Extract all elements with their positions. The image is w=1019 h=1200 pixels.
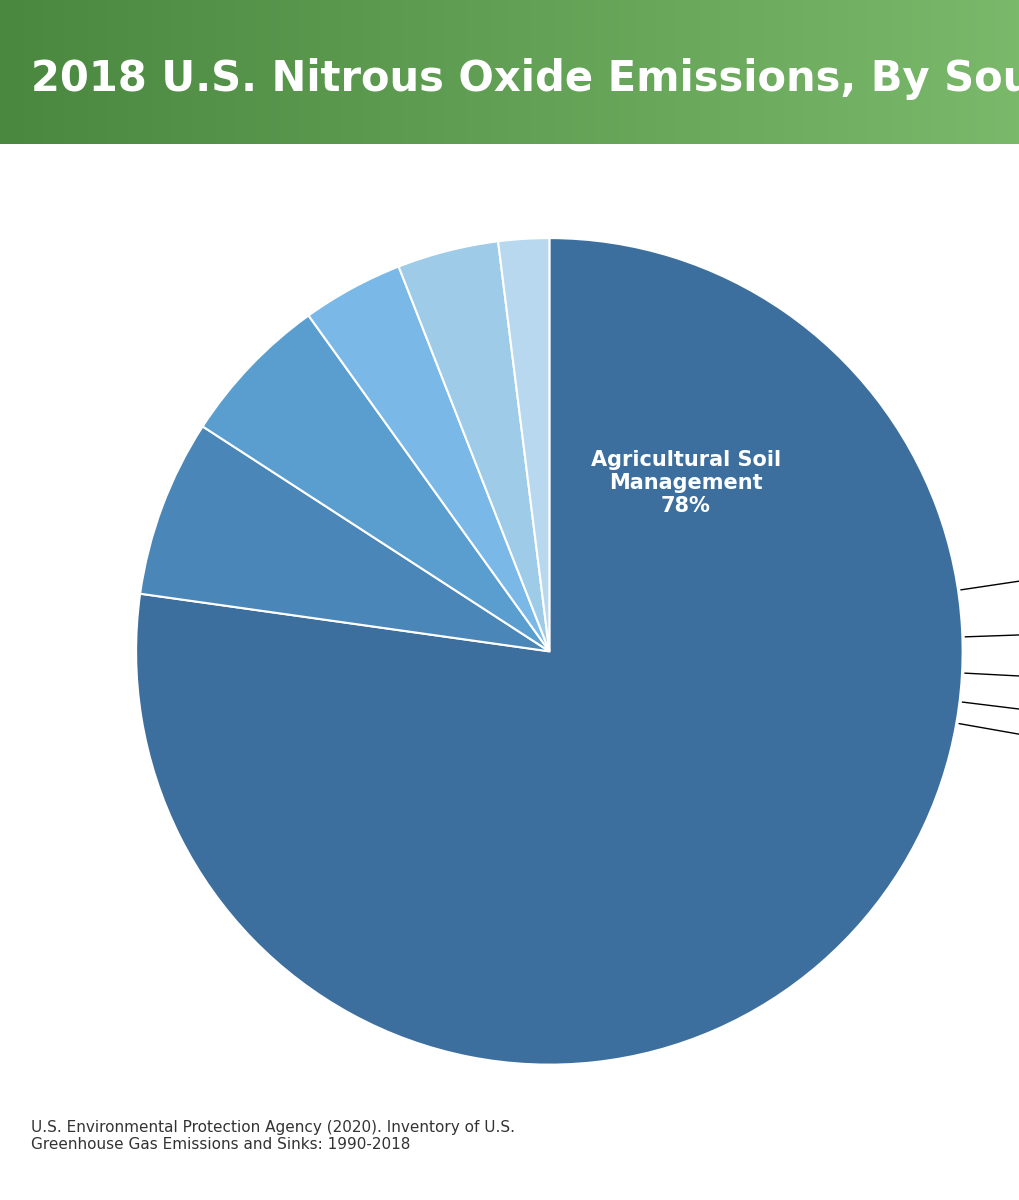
Wedge shape <box>308 266 549 652</box>
Wedge shape <box>203 316 549 652</box>
Text: 2018 U.S. Nitrous Oxide Emissions, By Source: 2018 U.S. Nitrous Oxide Emissions, By So… <box>31 58 1019 101</box>
Text: U.S. Environmental Protection Agency (2020). Inventory of U.S.
Greenhouse Gas Em: U.S. Environmental Protection Agency (20… <box>31 1120 515 1152</box>
Wedge shape <box>136 238 962 1064</box>
Wedge shape <box>497 238 549 652</box>
Text: Agricultural Soil
Management
78%: Agricultural Soil Management 78% <box>590 450 780 516</box>
Wedge shape <box>398 241 549 652</box>
Wedge shape <box>140 426 549 652</box>
